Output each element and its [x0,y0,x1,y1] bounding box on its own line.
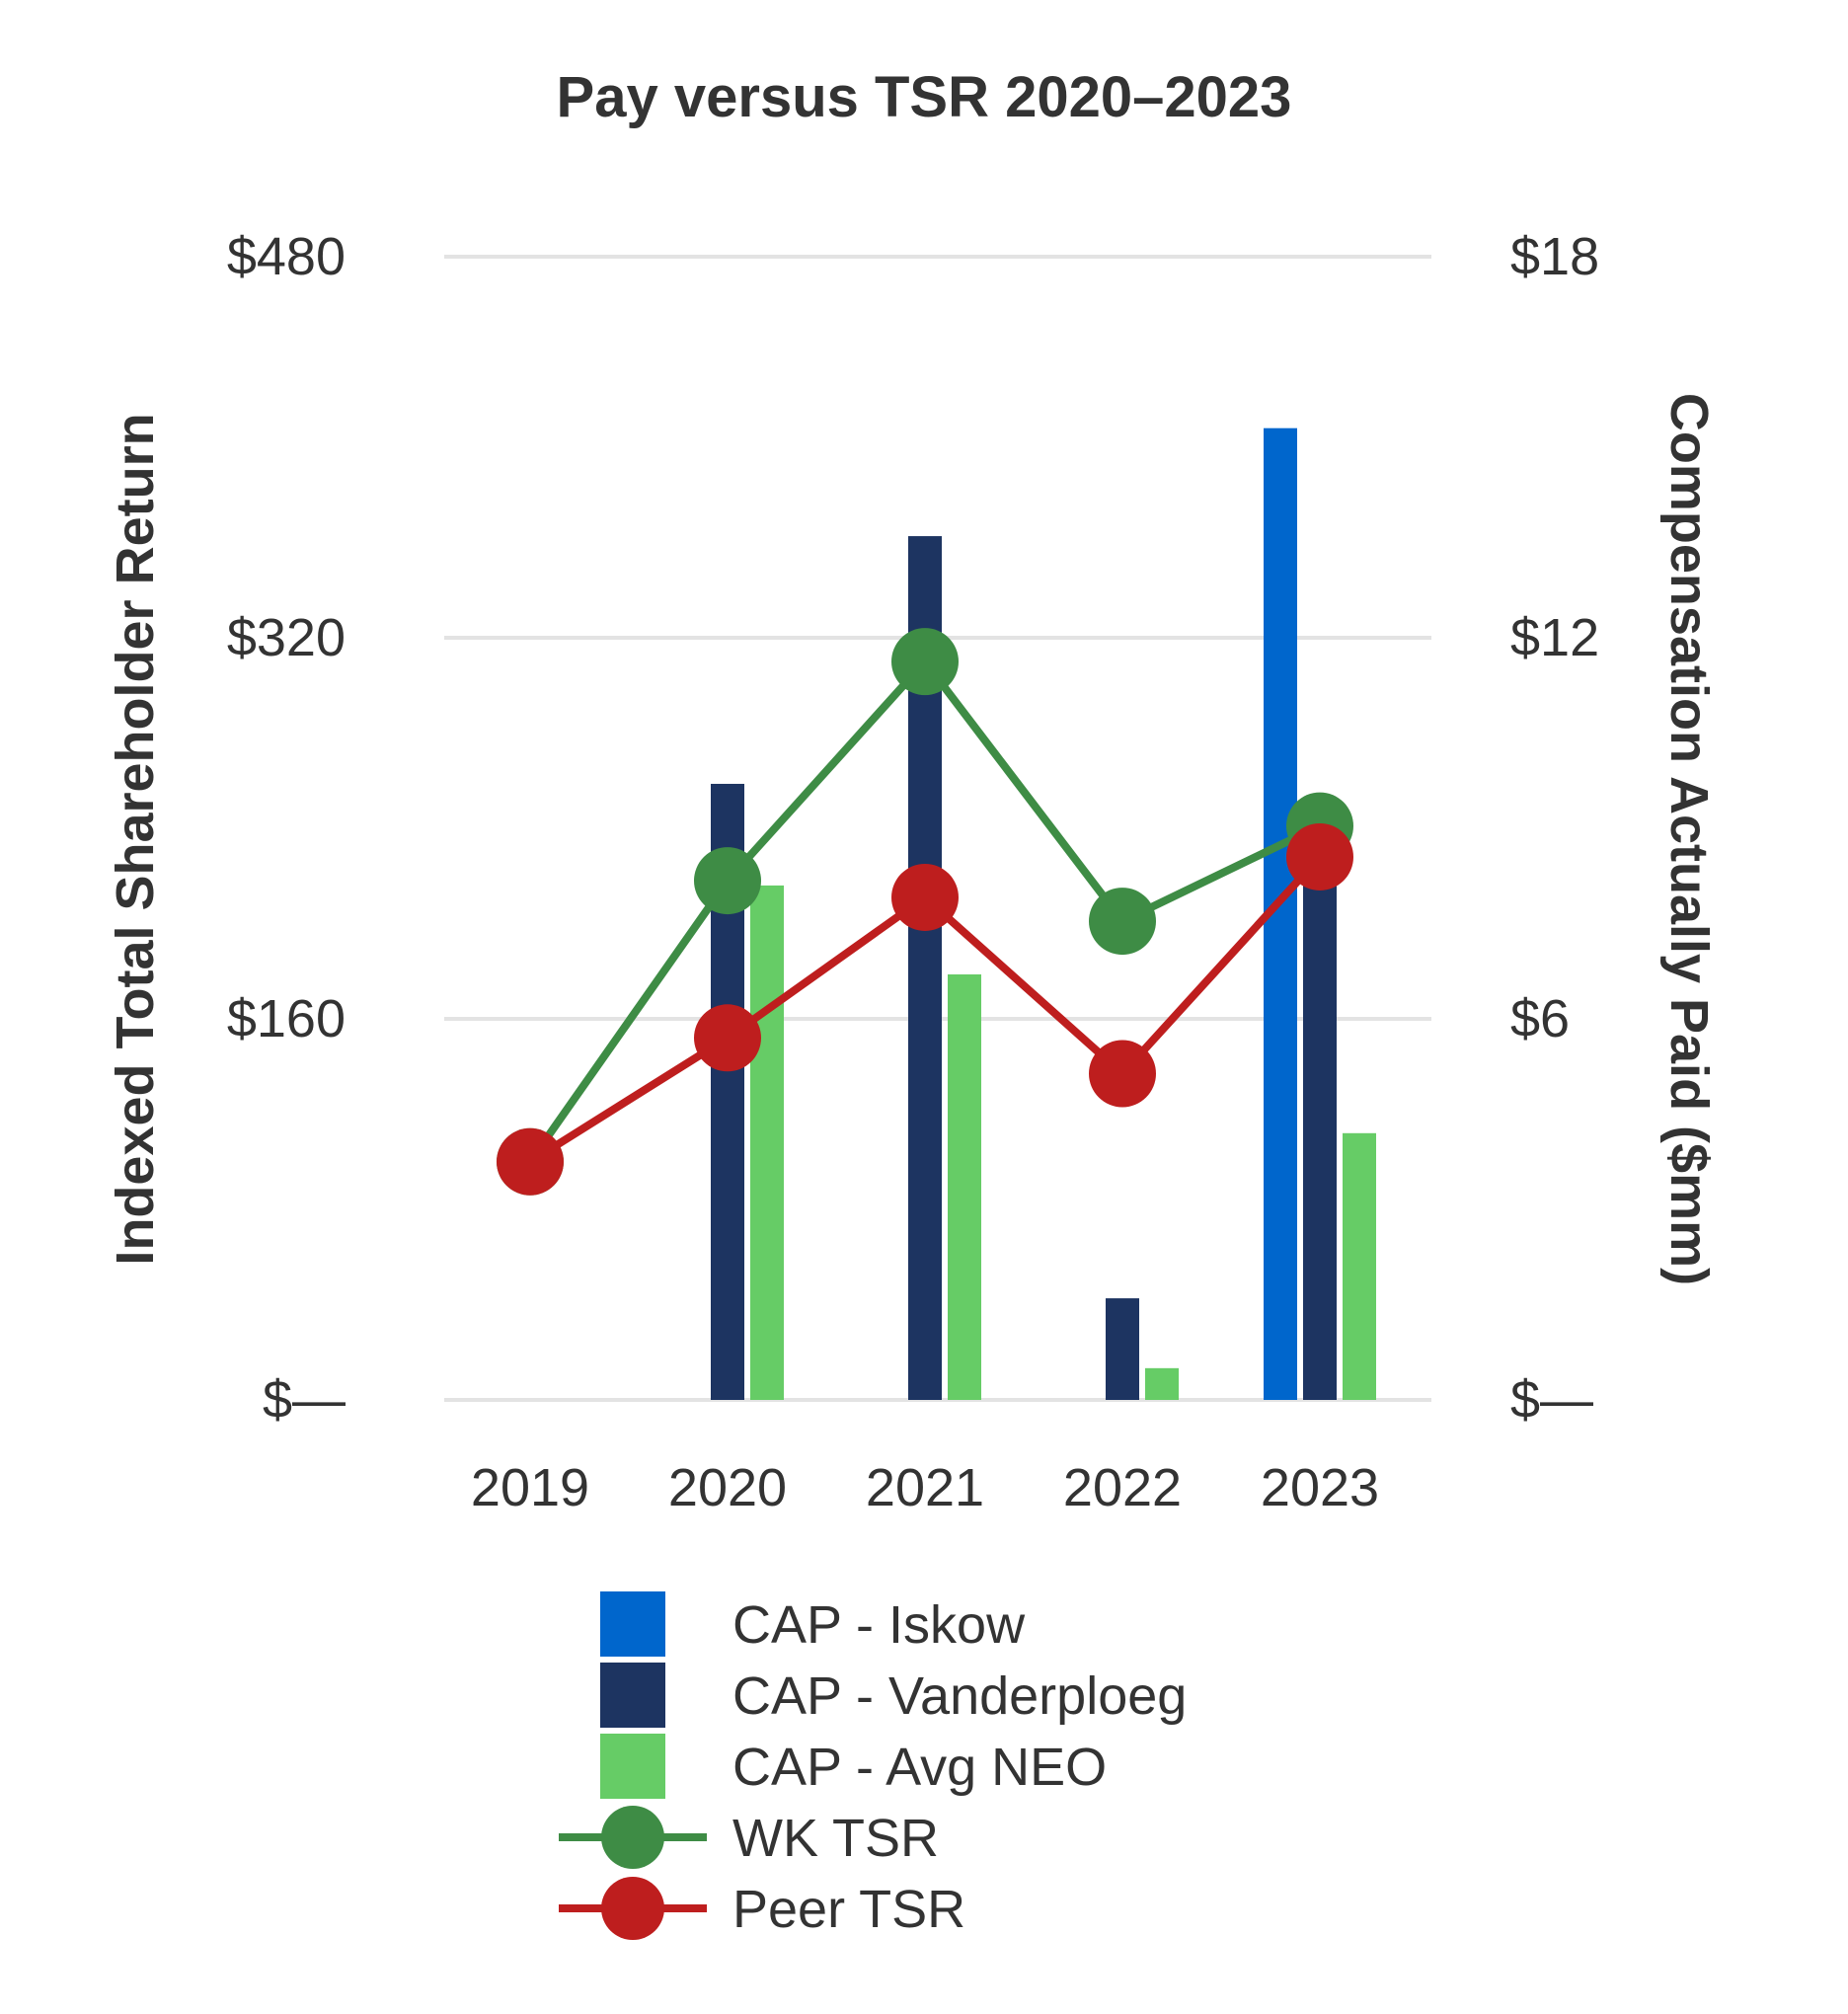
x-tick-label: 2020 [668,1458,787,1517]
x-tick-label: 2023 [1261,1458,1379,1517]
x-tick-label: 2021 [866,1458,984,1517]
x-axis-ticks: 2019 2020 2021 2022 2023 [471,1458,1379,1517]
right-axis-label: Compensation Actually Paid ($mm) [1659,393,1719,1285]
x-tick-label: 2019 [471,1458,589,1517]
legend-label-cap-iskow: CAP - Iskow [732,1595,1026,1655]
right-axis-ticks: $— $6 $12 $18 [1510,227,1599,1430]
left-tick-label: $160 [227,989,346,1048]
x-tick-label: 2022 [1063,1458,1182,1517]
legend-marker-wk-tsr [601,1806,664,1869]
bar-cap-vanderploeg [1106,1298,1139,1400]
bar-cap-avg-neo [948,973,981,1400]
bar-cap-vanderploeg [1303,853,1337,1400]
point-peer-tsr [694,1004,761,1072]
bar-cap-avg-neo [1343,1132,1376,1400]
left-tick-label: $320 [227,608,346,667]
legend-label-cap-vanderploeg: CAP - Vanderploeg [732,1666,1187,1726]
point-peer-tsr [891,863,959,931]
chart-title: Pay versus TSR 2020–2023 [557,65,1292,129]
line-series [497,628,1353,1196]
bar-series [711,427,1376,1400]
point-wk-tsr [694,847,761,915]
legend-label-cap-avg-neo: CAP - Avg NEO [732,1738,1107,1797]
point-wk-tsr [891,628,959,696]
legend-swatch-cap-avg-neo [600,1734,665,1799]
bar-cap-avg-neo [750,885,784,1400]
right-tick-label: $12 [1510,608,1599,667]
legend-label-wk-tsr: WK TSR [732,1809,939,1868]
point-peer-tsr [1286,822,1353,891]
legend: CAP - Iskow CAP - Vanderploeg CAP - Avg NE… [559,1591,1187,1940]
point-wk-tsr [1089,888,1156,956]
right-tick-label: $— [1510,1370,1593,1430]
bar-cap-avg-neo [1145,1367,1179,1400]
legend-swatch-cap-iskow [600,1591,665,1657]
point-peer-tsr [1089,1040,1156,1108]
right-tick-label: $6 [1510,989,1570,1048]
left-axis-ticks: $— $160 $320 $480 [227,227,346,1430]
left-axis-label: Indexed Total Shareholder Return [106,413,165,1265]
legend-label-peer-tsr: Peer TSR [732,1880,965,1939]
left-tick-label: $480 [227,227,346,286]
right-tick-label: $18 [1510,227,1599,286]
legend-swatch-cap-vanderploeg [600,1663,665,1728]
legend-marker-peer-tsr [601,1877,664,1940]
left-tick-label: $— [263,1370,346,1430]
point-peer-tsr [497,1127,564,1196]
